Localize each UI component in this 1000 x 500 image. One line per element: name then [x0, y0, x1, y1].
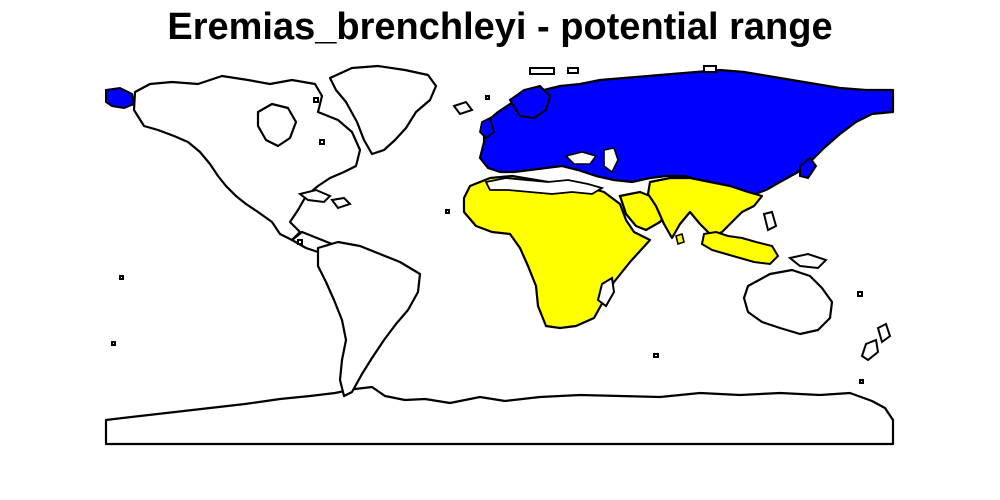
island-dot-11: [529, 67, 555, 75]
island-dot-13: [703, 65, 717, 73]
new-guinea-island: [787, 252, 828, 270]
greenland: [328, 64, 438, 156]
hispaniola-island: [330, 196, 352, 210]
island-dot-2: [319, 139, 325, 145]
black-sea: [564, 151, 598, 165]
island-dot-12: [567, 67, 579, 74]
hudson-bay: [256, 102, 298, 148]
antarctica: [104, 385, 895, 446]
philippines-island: [762, 210, 778, 232]
north-america: [132, 74, 362, 242]
sri-lanka-range-south: [675, 232, 685, 246]
island-dot-7: [653, 353, 659, 358]
south-asia-range-south: [646, 176, 764, 240]
island-dot-3: [297, 239, 303, 245]
new-zealand-south-island: [860, 338, 880, 362]
south-america: [316, 240, 422, 398]
new-zealand-north-island: [876, 322, 892, 344]
japan-range-north: [799, 156, 818, 180]
uk-range-north: [479, 116, 496, 140]
scandinavia-range-north: [508, 84, 552, 120]
madagascar-island: [596, 276, 616, 308]
island-dot-4: [445, 209, 450, 214]
island-dot-5: [119, 275, 124, 280]
iceland-island: [452, 100, 474, 116]
map-title: Eremias_brenchleyi - potential range: [167, 6, 833, 48]
island-dot-8: [857, 291, 863, 297]
island-dot-10: [485, 95, 490, 100]
indonesia-range-south: [700, 230, 780, 266]
cuba-island: [297, 188, 332, 204]
range-north-alaska: [105, 86, 136, 110]
mediterranean-sea: [484, 177, 605, 195]
caspian-sea: [603, 147, 619, 174]
island-dot-1: [313, 97, 319, 103]
island-dot-6: [111, 341, 116, 346]
island-dot-9: [859, 379, 864, 384]
australia: [742, 268, 834, 336]
